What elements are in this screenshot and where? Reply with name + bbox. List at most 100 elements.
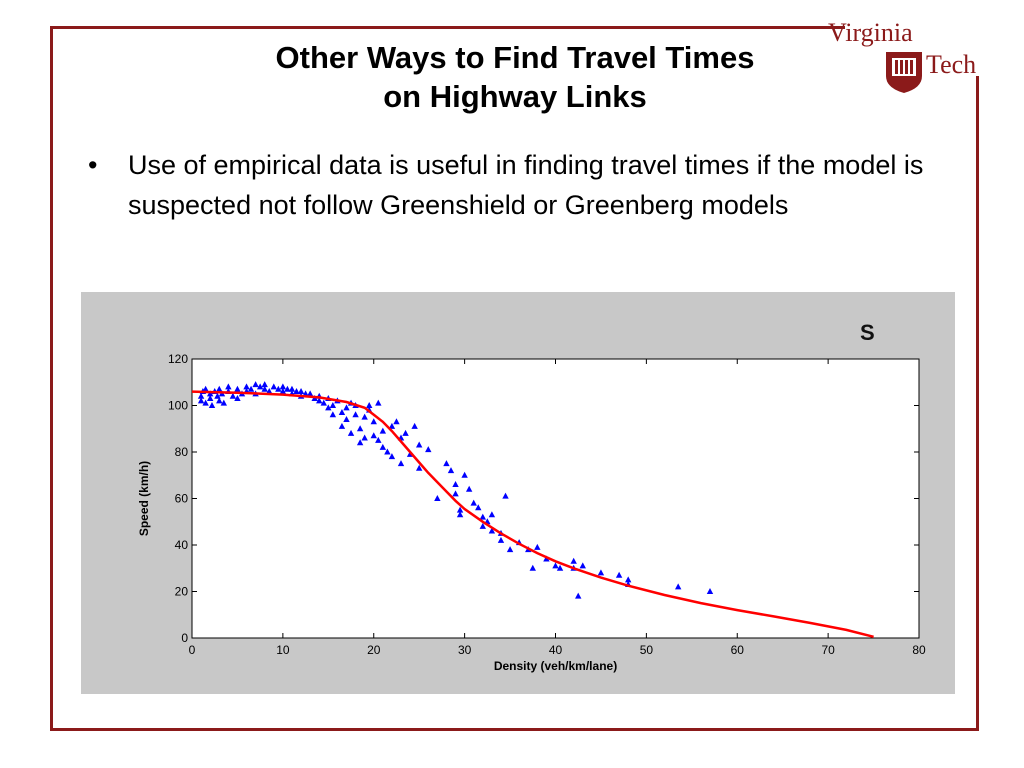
data-point xyxy=(361,434,368,441)
data-point xyxy=(279,388,287,395)
fitted-curve xyxy=(191,390,874,639)
data-point xyxy=(470,499,477,506)
y-tick-label: 100 xyxy=(168,399,188,413)
data-point xyxy=(197,397,205,404)
data-point xyxy=(343,404,350,411)
data-point xyxy=(556,564,564,571)
data-point xyxy=(452,490,459,497)
data-point xyxy=(497,536,505,543)
data-point xyxy=(302,390,309,397)
data-point xyxy=(425,446,432,453)
x-tick-label: 20 xyxy=(367,643,381,657)
data-point xyxy=(479,522,486,529)
data-point xyxy=(506,546,514,553)
data-point xyxy=(206,395,214,402)
data-point xyxy=(270,383,277,390)
data-point xyxy=(234,385,241,392)
chart-panel: 0 10 20 30 40 50 60 70 80 0 20 40 60 80 100 120 Density … xyxy=(81,292,955,694)
data-point xyxy=(206,390,214,397)
data-point xyxy=(615,571,623,578)
y-tick-label: 80 xyxy=(175,445,189,459)
data-point xyxy=(356,439,364,446)
y-tick-label: 40 xyxy=(175,538,189,552)
data-point xyxy=(375,399,382,406)
data-point xyxy=(384,448,391,455)
slide-frame-right xyxy=(976,76,979,731)
data-point xyxy=(225,383,232,390)
data-point xyxy=(320,399,327,406)
data-point xyxy=(479,513,486,520)
data-point xyxy=(220,399,228,406)
y-tick-label: 20 xyxy=(175,585,189,599)
data-point xyxy=(597,569,605,576)
data-point xyxy=(275,385,282,392)
data-point xyxy=(343,415,350,422)
data-point xyxy=(297,388,305,395)
logo-word-tech: Tech xyxy=(926,50,977,79)
bullet-marker: • xyxy=(88,150,98,180)
logo-word-virginia: Virginia xyxy=(828,18,913,47)
data-point xyxy=(316,397,323,404)
data-point xyxy=(375,436,382,443)
y-axis-label: Speed (km/h) xyxy=(137,461,151,536)
bullet-text: Use of empirical data is useful in findi… xyxy=(128,150,924,220)
data-point xyxy=(379,443,387,450)
data-point xyxy=(534,543,541,550)
x-tick-label: 80 xyxy=(912,643,926,657)
slide-title: Other Ways to Find Travel Times on Highw… xyxy=(180,38,850,116)
data-point xyxy=(570,557,577,564)
data-point xyxy=(216,385,223,392)
data-point xyxy=(256,383,264,390)
x-tick-label: 60 xyxy=(731,643,745,657)
data-point xyxy=(261,385,268,392)
slide-frame-top xyxy=(50,26,845,29)
x-tick-label: 0 xyxy=(189,643,196,657)
data-point xyxy=(243,383,250,390)
data-point xyxy=(347,429,355,436)
slide-frame-left xyxy=(50,26,53,730)
data-point xyxy=(325,404,332,411)
data-point xyxy=(529,564,536,571)
data-point xyxy=(252,381,259,388)
data-point xyxy=(393,418,400,425)
data-point xyxy=(674,583,682,590)
data-point xyxy=(447,467,455,474)
x-tick-label: 30 xyxy=(458,643,472,657)
data-point xyxy=(370,418,377,425)
data-point xyxy=(214,392,221,399)
data-point xyxy=(329,402,337,408)
x-tick-label: 40 xyxy=(549,643,563,657)
x-tick-label: 10 xyxy=(276,643,290,657)
data-point xyxy=(443,460,450,467)
data-point xyxy=(247,385,255,392)
data-point xyxy=(366,402,373,408)
x-tick-label: 70 xyxy=(821,643,835,657)
data-point xyxy=(356,425,364,432)
y-tick-label: 120 xyxy=(168,352,188,366)
virginia-tech-logo: Virginia Tech xyxy=(820,16,990,96)
y-tick-label: 60 xyxy=(175,492,189,506)
data-point xyxy=(402,429,409,436)
data-point xyxy=(502,492,509,499)
data-point xyxy=(456,511,464,518)
data-point xyxy=(352,411,359,418)
data-point xyxy=(706,588,714,594)
data-point xyxy=(388,422,396,429)
speed-density-chart: 0 10 20 30 40 50 60 70 80 0 20 40 60 80 100 120 Density … xyxy=(137,352,926,673)
data-point xyxy=(284,385,291,392)
data-point xyxy=(379,427,387,434)
data-point xyxy=(465,485,473,492)
data-point xyxy=(552,562,559,569)
data-point xyxy=(361,413,368,420)
data-point xyxy=(434,495,441,501)
data-point xyxy=(456,506,464,513)
data-point xyxy=(579,562,586,569)
y-tick-label: 0 xyxy=(181,631,188,645)
data-point xyxy=(370,432,377,439)
data-point xyxy=(461,471,468,478)
data-point xyxy=(415,441,423,448)
data-point xyxy=(475,504,482,511)
data-point xyxy=(208,402,216,408)
data-point xyxy=(575,592,582,599)
data-point xyxy=(411,422,418,429)
